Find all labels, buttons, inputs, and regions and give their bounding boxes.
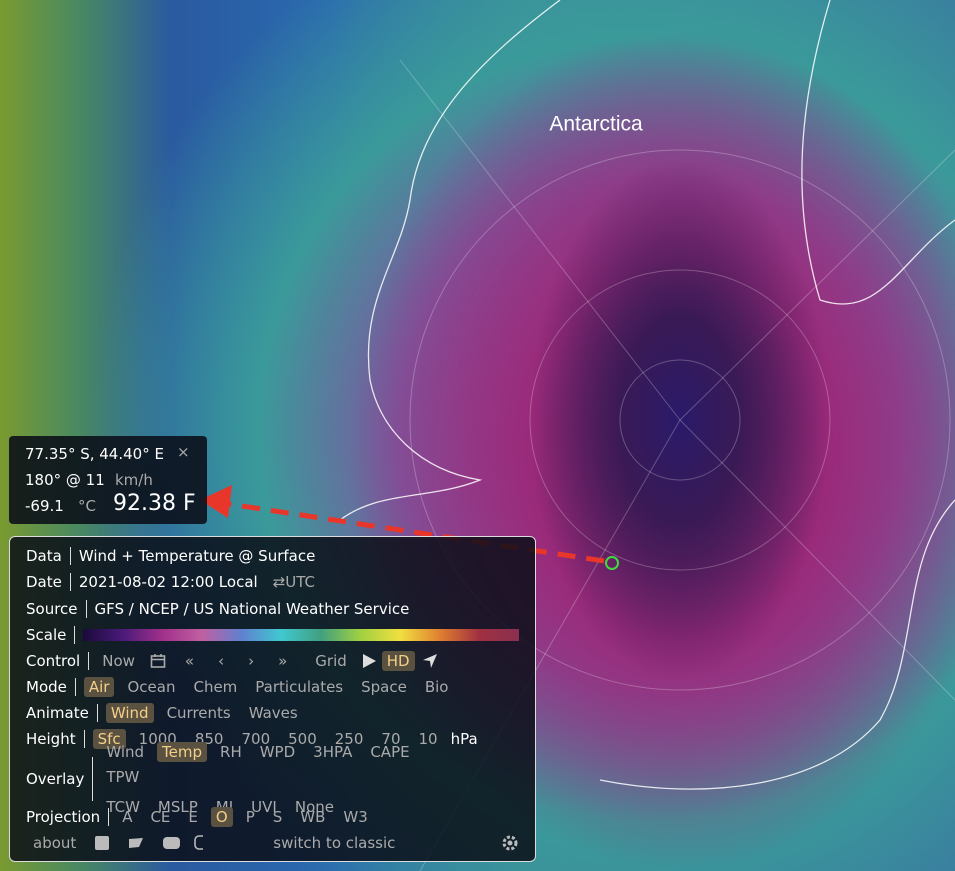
arrow-line — [221, 500, 605, 564]
option[interactable]: E — [188, 808, 198, 826]
option[interactable]: 70 — [381, 730, 401, 748]
control-button[interactable]: Now — [102, 652, 135, 670]
option[interactable]: O — [210, 807, 233, 827]
location-popup: 77.35° S, 44.40° E × 180° @ 11 km/h -69.… — [9, 436, 207, 524]
coords: 77.35° S, 44.40° E — [25, 445, 164, 463]
unit: hPa — [450, 730, 478, 748]
option[interactable]: 500 — [288, 730, 317, 748]
option[interactable]: S — [272, 808, 283, 826]
options: A CE E O P S WB W3 — [117, 807, 381, 827]
options: Air Ocean Chem Particulates Space Bio — [83, 677, 462, 697]
coastline — [339, 0, 955, 790]
settings-icon[interactable] — [502, 835, 518, 851]
row-label: Source — [26, 600, 78, 618]
option[interactable]: 250 — [334, 730, 364, 748]
option[interactable]: Waves — [248, 704, 298, 722]
row-label: Scale — [26, 626, 67, 644]
menu-row: Mode Air Ocean Chem Particulates Space Bio — [26, 675, 461, 699]
option[interactable]: Chem — [193, 678, 238, 696]
control-button[interactable]: « — [184, 652, 195, 670]
option[interactable]: CE — [150, 808, 171, 826]
control-button[interactable]: › — [248, 652, 255, 670]
map-label: Antarctica — [549, 113, 643, 136]
calendar-icon[interactable] — [150, 653, 166, 669]
menu-row: Data Wind + Temperature @ Surface — [26, 544, 315, 568]
location-marker — [605, 556, 619, 570]
wind-unit[interactable]: km/h — [115, 471, 153, 489]
option[interactable]: Wind — [105, 703, 154, 723]
row-label: Date — [26, 573, 62, 591]
option[interactable]: MSLP — [157, 797, 198, 816]
option[interactable]: Particulates — [255, 678, 344, 696]
control-button[interactable]: » — [278, 652, 288, 670]
option[interactable]: UVI — [251, 797, 277, 816]
option[interactable]: Currents — [166, 704, 231, 722]
option[interactable]: Wind — [106, 742, 145, 761]
option[interactable]: P — [245, 808, 255, 826]
menu-row: Projection A CE E O P S WB W3 — [26, 805, 381, 829]
menu-row: Height Sfc 1000 850 700 500 250 70 10 hPa — [26, 727, 478, 751]
option[interactable]: 700 — [241, 730, 271, 748]
row-label: Height — [26, 730, 76, 748]
switch-classic[interactable]: switch to classic — [273, 834, 396, 852]
row-label: Mode — [26, 678, 67, 696]
option[interactable]: A — [122, 808, 133, 826]
option[interactable]: WB — [300, 808, 326, 826]
social-icons — [95, 835, 204, 850]
footer: about switch to classic — [28, 831, 518, 855]
wind-value: 180° @ 11 — [25, 471, 105, 489]
options: Sfc 1000 850 700 500 250 70 10 hPa — [92, 729, 478, 749]
control-button[interactable]: Grid — [315, 652, 347, 670]
menu-row: OverlayWindTempRHWPD3HPACAPETPWTCWMSLPMI… — [26, 741, 471, 816]
color-scale — [83, 629, 520, 641]
option[interactable]: 3HPA — [313, 742, 353, 761]
temp-unit[interactable]: °C — [78, 497, 96, 515]
option[interactable]: WPD — [259, 742, 296, 761]
row-value[interactable]: 2021-08-02 12:00 Local — [78, 573, 258, 591]
menu-row: Control Now « ‹ › » Grid HD — [26, 649, 437, 673]
option[interactable]: 10 — [418, 730, 438, 748]
annotation: 92.38 F — [113, 491, 196, 516]
option[interactable]: RH — [220, 742, 242, 761]
play-icon[interactable] — [362, 654, 376, 668]
options: Wind Currents Waves — [105, 703, 311, 723]
utc-toggle[interactable]: ⇄UTC — [272, 573, 315, 591]
row-label: Animate — [26, 704, 89, 722]
option[interactable]: TPW — [106, 767, 140, 786]
control-button[interactable]: ‹ — [218, 652, 225, 670]
control-button[interactable]: HD — [381, 651, 415, 671]
menu-row: Animate Wind Currents Waves — [26, 701, 311, 725]
option[interactable]: Space — [361, 678, 407, 696]
menu-row: Source GFS / NCEP / US National Weather S… — [26, 597, 409, 621]
locate-icon[interactable] — [422, 654, 437, 668]
option[interactable]: Sfc — [92, 729, 126, 749]
menu-panel: Data Wind + Temperature @ Surface Date 202… — [9, 536, 536, 862]
option[interactable]: Bio — [424, 678, 449, 696]
option[interactable]: TCW — [106, 797, 140, 816]
option[interactable]: CAPE — [370, 742, 410, 761]
row-label: Overlay — [26, 770, 85, 788]
close-button[interactable]: × — [177, 443, 190, 461]
options: WindTempRHWPD3HPACAPETPWTCWMSLPMIUVINone — [101, 741, 471, 817]
row-label: Control — [26, 652, 81, 670]
option[interactable]: Temp — [157, 741, 208, 762]
temp-value: -69.1 — [25, 497, 64, 515]
row-value: GFS / NCEP / US National Weather Service — [94, 600, 410, 618]
option[interactable]: Ocean — [127, 678, 176, 696]
option[interactable]: Air — [83, 677, 115, 697]
row-label: Data — [26, 547, 62, 565]
row-value: Wind + Temperature @ Surface — [78, 547, 316, 565]
row-label: Projection — [26, 808, 101, 826]
about-link[interactable]: about — [33, 834, 77, 852]
menu-row: Scale — [26, 623, 520, 647]
menu-row: Date 2021-08-02 12:00 Local ⇄UTC — [26, 570, 324, 594]
option[interactable]: W3 — [343, 808, 368, 826]
option[interactable]: None — [294, 797, 334, 816]
arrow-head — [200, 485, 232, 518]
